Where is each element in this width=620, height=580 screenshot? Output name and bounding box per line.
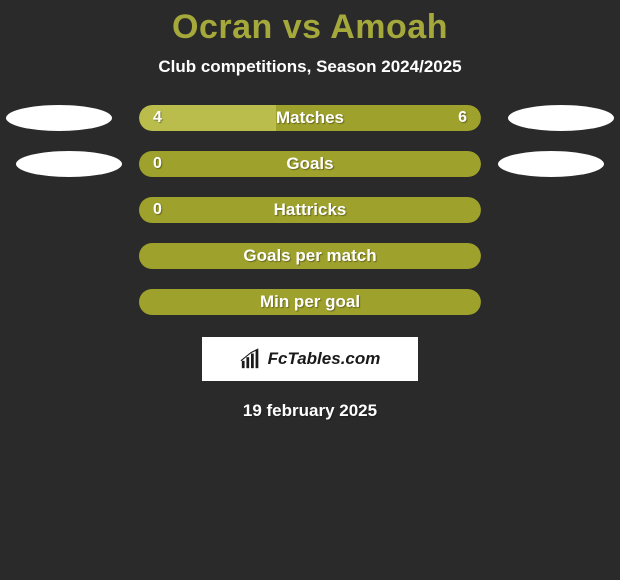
stat-value-left: 0 (153, 197, 162, 223)
stat-value-left: 0 (153, 151, 162, 177)
stat-bar: 4 Matches 6 (139, 105, 481, 131)
bar-chart-icon (240, 348, 262, 370)
player-ellipse-left (6, 105, 112, 131)
stat-row-matches: 4 Matches 6 (0, 105, 620, 131)
player-ellipse-right (498, 151, 604, 177)
stat-bar-right (139, 243, 481, 269)
stat-bar-right (139, 197, 481, 223)
player-ellipse-right (508, 105, 614, 131)
player-ellipse-left (16, 151, 122, 177)
stat-bar: Goals per match (139, 243, 481, 269)
stat-bar: Min per goal (139, 289, 481, 315)
stat-value-right: 6 (458, 105, 467, 131)
stat-value-left: 4 (153, 105, 162, 131)
stat-row-goals-per-match: Goals per match (0, 243, 620, 269)
brand-text: FcTables.com (268, 349, 381, 369)
stat-bar-right (276, 105, 481, 131)
page-subtitle: Club competitions, Season 2024/2025 (0, 57, 620, 77)
stat-row-min-per-goal: Min per goal (0, 289, 620, 315)
brand-badge[interactable]: FcTables.com (202, 337, 418, 381)
footer-date: 19 february 2025 (0, 401, 620, 421)
stat-bar: 0 Hattricks (139, 197, 481, 223)
page-title: Ocran vs Amoah (0, 8, 620, 47)
stat-bar-right (139, 289, 481, 315)
stat-bar-right (139, 151, 481, 177)
stat-row-goals: 0 Goals (0, 151, 620, 177)
stat-rows: 4 Matches 6 0 Goals 0 Hatt (0, 105, 620, 315)
stat-bar: 0 Goals (139, 151, 481, 177)
comparison-infographic: Ocran vs Amoah Club competitions, Season… (0, 0, 620, 421)
stat-row-hattricks: 0 Hattricks (0, 197, 620, 223)
